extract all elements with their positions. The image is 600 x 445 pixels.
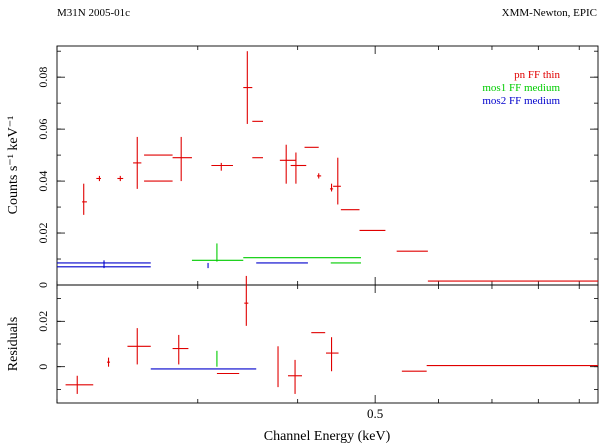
legend-entry: mos1 FF medium — [482, 82, 560, 94]
legend-entry: pn FF thin — [514, 69, 560, 81]
spectrum-data — [57, 51, 598, 282]
residuals-data — [65, 275, 598, 394]
residuals-x-ticks — [56, 285, 580, 403]
y-tick-label: 0.08 — [36, 67, 50, 88]
y-tick-label: 0.02 — [36, 223, 50, 244]
y-tick-label: 0.06 — [36, 119, 50, 140]
header-left-label: M31N 2005-01c — [57, 7, 130, 19]
x-tick-labels: 0.5 — [367, 406, 383, 421]
spectrum-panel: 0 0.02 0.04 0.06 0.08 Counts s⁻¹ keV⁻¹ pn FF… — [6, 45, 599, 288]
x-tick-label: 0.5 — [367, 406, 383, 421]
spectrum-x-ticks — [56, 46, 580, 285]
series-mos1-ff-medium — [191, 243, 361, 264]
series-pn-ff-thin — [65, 275, 598, 394]
y-tick-label: 0 — [36, 364, 50, 370]
residuals-panel: 00.02 Residuals — [6, 275, 599, 404]
y-tick-label: 0.04 — [36, 171, 50, 192]
residuals-frame — [56, 284, 599, 404]
residuals-y-ticks: 00.02 — [36, 298, 598, 390]
residuals-y-axis-label: Residuals — [6, 317, 21, 371]
series-mos2-ff-medium — [57, 260, 308, 269]
x-axis-label: Channel Energy (keV) — [264, 429, 391, 444]
spectrum-y-ticks: 0 0.02 0.04 0.06 0.08 — [36, 50, 598, 288]
y-tick-label: 0 — [36, 282, 50, 288]
series-pn-ff-thin — [82, 51, 598, 282]
y-tick-label: 0.02 — [36, 311, 50, 332]
header-right-label: XMM-Newton, EPIC — [502, 7, 597, 19]
spectrum-y-axis-label: Counts s⁻¹ keV⁻¹ — [6, 116, 21, 215]
legend-entry: mos2 FF medium — [482, 95, 560, 107]
